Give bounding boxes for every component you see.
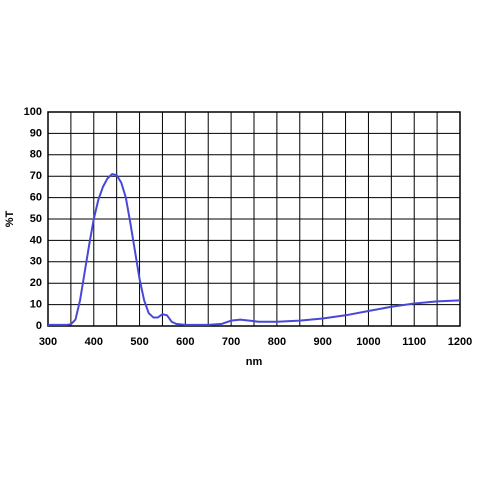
y-tick-label: 80 [30, 149, 42, 161]
x-tick-label: 400 [85, 336, 103, 348]
x-axis-label: nm [246, 356, 263, 368]
y-tick-label: 40 [30, 234, 42, 246]
x-tick-label: 1000 [356, 336, 380, 348]
x-tick-label: 1100 [402, 336, 426, 348]
y-tick-label: 10 [30, 299, 42, 311]
y-tick-label: 20 [30, 277, 42, 289]
x-tick-label: 900 [313, 336, 331, 348]
x-tick-label: 800 [268, 336, 286, 348]
y-tick-label: 50 [30, 213, 42, 225]
y-tick-label: 60 [30, 192, 42, 204]
x-tick-label: 700 [222, 336, 240, 348]
data-line [48, 173, 461, 326]
x-tick-label: 300 [39, 336, 57, 348]
x-tick-label: 500 [130, 336, 148, 348]
y-tick-label: 30 [30, 256, 42, 268]
y-axis-label: %T [4, 210, 16, 227]
x-tick-label: 600 [176, 336, 194, 348]
y-tick-label: 100 [24, 106, 42, 118]
y-tick-label: 0 [36, 320, 42, 332]
y-tick-label: 70 [30, 170, 42, 182]
y-tick-label: 90 [30, 127, 42, 139]
x-tick-label: 1200 [448, 336, 472, 348]
plot-border [47, 111, 461, 327]
